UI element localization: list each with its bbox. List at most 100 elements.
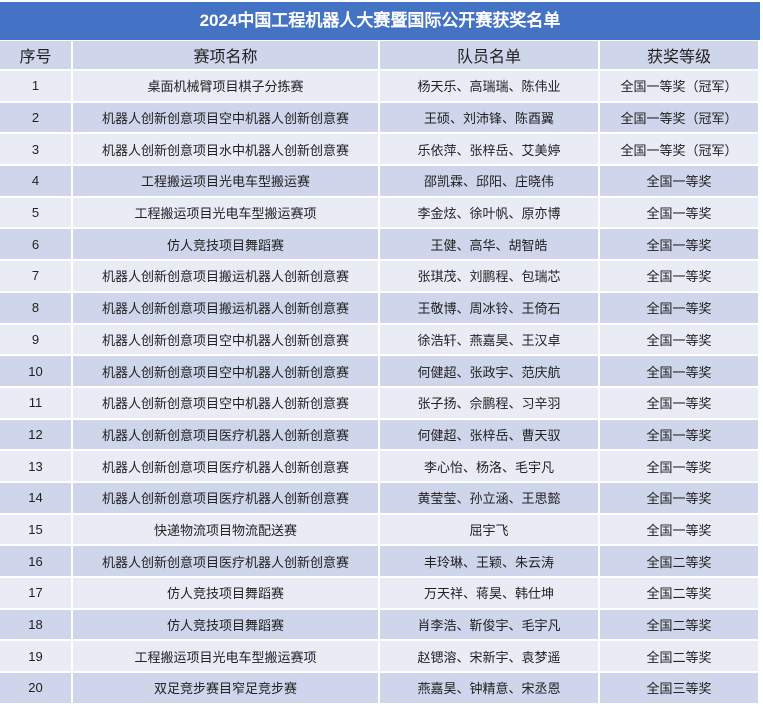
cell-award: 全国一等奖 <box>600 292 760 325</box>
cell-members: 何健超、张政宇、范庆航 <box>380 356 600 388</box>
table-row: 16 机器人创新创意项目医疗机器人创新创意赛 丰玲琳、王颖、朱云涛 全国二等奖 <box>0 546 760 578</box>
cell-index: 17 <box>0 578 73 610</box>
cell-award: 全国一等奖 <box>600 261 760 293</box>
cell-award: 全国一等奖（冠军） <box>600 134 760 167</box>
table-row: 7 机器人创新创意项目搬运机器人创新创意赛 张琪茂、刘鹏程、包瑞芯 全国一等奖 <box>0 261 760 293</box>
cell-award: 全国一等奖 <box>600 356 760 388</box>
cell-index: 8 <box>0 292 73 325</box>
cell-index: 12 <box>0 419 73 452</box>
header-members: 队员名单 <box>380 41 600 71</box>
cell-members: 张子扬、佘鹏程、习辛羽 <box>380 387 600 420</box>
cell-index: 20 <box>0 673 73 705</box>
cell-index: 3 <box>0 134 73 167</box>
cell-event: 仿人竞技项目舞蹈赛 <box>73 578 380 610</box>
cell-award: 全国一等奖 <box>600 197 760 230</box>
cell-event: 机器人创新创意项目医疗机器人创新创意赛 <box>73 546 380 578</box>
cell-members: 张琪茂、刘鹏程、包瑞芯 <box>380 261 600 293</box>
cell-event: 机器人创新创意项目空中机器人创新创意赛 <box>73 387 380 420</box>
cell-award: 全国一等奖（冠军） <box>600 71 760 103</box>
table-row: 1 桌面机械臂项目棋子分拣赛 杨天乐、高瑞瑞、陈伟业 全国一等奖（冠军） <box>0 71 760 103</box>
table-row: 18 仿人竞技项目舞蹈赛 肖李浩、靳俊宇、毛宇凡 全国二等奖 <box>0 609 760 642</box>
cell-award: 全国二等奖 <box>600 578 760 610</box>
table-row: 11 机器人创新创意项目空中机器人创新创意赛 张子扬、佘鹏程、习辛羽 全国一等奖 <box>0 387 760 420</box>
cell-award: 全国一等奖 <box>600 166 760 198</box>
cell-members: 李金炫、徐叶帆、原亦博 <box>380 197 600 230</box>
table-row: 3 机器人创新创意项目水中机器人创新创意赛 乐依萍、张梓岳、艾美婷 全国一等奖（冠军） <box>0 134 760 167</box>
cell-members: 王敬博、周冰铃、王倚石 <box>380 292 600 325</box>
table-row: 12 机器人创新创意项目医疗机器人创新创意赛 何健超、张梓岳、曹天驭 全国一等奖 <box>0 419 760 452</box>
cell-event: 仿人竞技项目舞蹈赛 <box>73 609 380 642</box>
table-row: 17 仿人竞技项目舞蹈赛 万天祥、蒋昊、韩仕坤 全国二等奖 <box>0 578 760 610</box>
cell-event: 机器人创新创意项目空中机器人创新创意赛 <box>73 102 380 135</box>
cell-event: 机器人创新创意项目医疗机器人创新创意赛 <box>73 419 380 452</box>
cell-index: 16 <box>0 546 73 578</box>
cell-award: 全国一等奖 <box>600 482 760 515</box>
cell-members: 丰玲琳、王颖、朱云涛 <box>380 546 600 578</box>
cell-award: 全国一等奖 <box>600 387 760 420</box>
cell-award: 全国一等奖 <box>600 451 760 483</box>
cell-index: 2 <box>0 102 73 135</box>
cell-members: 肖李浩、靳俊宇、毛宇凡 <box>380 609 600 642</box>
cell-event: 桌面机械臂项目棋子分拣赛 <box>73 71 380 103</box>
cell-members: 乐依萍、张梓岳、艾美婷 <box>380 134 600 167</box>
cell-event: 机器人创新创意项目搬运机器人创新创意赛 <box>73 292 380 325</box>
table-row: 2 机器人创新创意项目空中机器人创新创意赛 王硕、刘沛锋、陈酉翼 全国一等奖（冠军） <box>0 102 760 135</box>
cell-event: 机器人创新创意项目空中机器人创新创意赛 <box>73 324 380 357</box>
cell-members: 邵凯霖、邱阳、庄晓伟 <box>380 166 600 198</box>
cell-event: 机器人创新创意项目水中机器人创新创意赛 <box>73 134 380 167</box>
cell-event: 机器人创新创意项目医疗机器人创新创意赛 <box>73 482 380 515</box>
cell-index: 11 <box>0 387 73 420</box>
cell-index: 6 <box>0 229 73 262</box>
cell-members: 李心怡、杨洛、毛宇凡 <box>380 451 600 483</box>
cell-members: 何健超、张梓岳、曹天驭 <box>380 419 600 452</box>
header-index: 序号 <box>0 41 73 71</box>
cell-members: 屈宇飞 <box>380 514 600 547</box>
table-row: 13 机器人创新创意项目医疗机器人创新创意赛 李心怡、杨洛、毛宇凡 全国一等奖 <box>0 451 760 483</box>
table-row: 6 仿人竞技项目舞蹈赛 王健、高华、胡智皓 全国一等奖 <box>0 229 760 262</box>
cell-award: 全国二等奖 <box>600 641 760 674</box>
cell-award: 全国一等奖（冠军） <box>600 102 760 135</box>
award-table: 序号 赛项名称 队员名单 获奖等级 1 桌面机械臂项目棋子分拣赛 杨天乐、高瑞瑞、陈… <box>0 41 760 705</box>
cell-index: 10 <box>0 356 73 388</box>
cell-index: 15 <box>0 514 73 547</box>
cell-index: 13 <box>0 451 73 483</box>
cell-members: 黄莹莹、孙立涵、王思懿 <box>380 482 600 515</box>
cell-award: 全国一等奖 <box>600 324 760 357</box>
cell-members: 万天祥、蒋昊、韩仕坤 <box>380 578 600 610</box>
cell-award: 全国一等奖 <box>600 514 760 547</box>
table-body: 1 桌面机械臂项目棋子分拣赛 杨天乐、高瑞瑞、陈伟业 全国一等奖（冠军） 2 机器人创新创… <box>0 71 760 705</box>
cell-event: 机器人创新创意项目搬运机器人创新创意赛 <box>73 261 380 293</box>
cell-event: 仿人竞技项目舞蹈赛 <box>73 229 380 262</box>
cell-award: 全国三等奖 <box>600 673 760 705</box>
cell-event: 机器人创新创意项目空中机器人创新创意赛 <box>73 356 380 388</box>
table-row: 20 双足竞步赛目窄足竞步赛 燕嘉昊、钟精意、宋丞恩 全国三等奖 <box>0 673 760 705</box>
table-title: 2024中国工程机器人大赛暨国际公开赛获奖名单 <box>0 2 760 40</box>
cell-index: 18 <box>0 609 73 642</box>
table-row: 15 快递物流项目物流配送赛 屈宇飞 全国一等奖 <box>0 514 760 547</box>
cell-award: 全国一等奖 <box>600 419 760 452</box>
cell-index: 7 <box>0 261 73 293</box>
cell-event: 工程搬运项目光电车型搬运赛 <box>73 166 380 198</box>
cell-members: 徐浩轩、燕嘉昊、王汉卓 <box>380 324 600 357</box>
table-row: 8 机器人创新创意项目搬运机器人创新创意赛 王敬博、周冰铃、王倚石 全国一等奖 <box>0 292 760 325</box>
cell-index: 14 <box>0 482 73 515</box>
cell-members: 王硕、刘沛锋、陈酉翼 <box>380 102 600 135</box>
cell-members: 燕嘉昊、钟精意、宋丞恩 <box>380 673 600 705</box>
cell-members: 杨天乐、高瑞瑞、陈伟业 <box>380 71 600 103</box>
cell-event: 工程搬运项目光电车型搬运赛项 <box>73 197 380 230</box>
cell-award: 全国二等奖 <box>600 609 760 642</box>
cell-event: 双足竞步赛目窄足竞步赛 <box>73 673 380 705</box>
cell-index: 1 <box>0 71 73 103</box>
table-row: 5 工程搬运项目光电车型搬运赛项 李金炫、徐叶帆、原亦博 全国一等奖 <box>0 197 760 230</box>
cell-members: 王健、高华、胡智皓 <box>380 229 600 262</box>
table-row: 19 工程搬运项目光电车型搬运赛项 赵锶溶、宋新宇、袁梦遥 全国二等奖 <box>0 641 760 674</box>
cell-award: 全国二等奖 <box>600 546 760 578</box>
cell-award: 全国一等奖 <box>600 229 760 262</box>
table-row: 10 机器人创新创意项目空中机器人创新创意赛 何健超、张政宇、范庆航 全国一等奖 <box>0 356 760 388</box>
table-row: 14 机器人创新创意项目医疗机器人创新创意赛 黄莹莹、孙立涵、王思懿 全国一等奖 <box>0 482 760 515</box>
cell-event: 机器人创新创意项目医疗机器人创新创意赛 <box>73 451 380 483</box>
header-award: 获奖等级 <box>600 41 760 71</box>
cell-index: 5 <box>0 197 73 230</box>
cell-event: 工程搬运项目光电车型搬运赛项 <box>73 641 380 674</box>
header-row: 序号 赛项名称 队员名单 获奖等级 <box>0 41 760 71</box>
